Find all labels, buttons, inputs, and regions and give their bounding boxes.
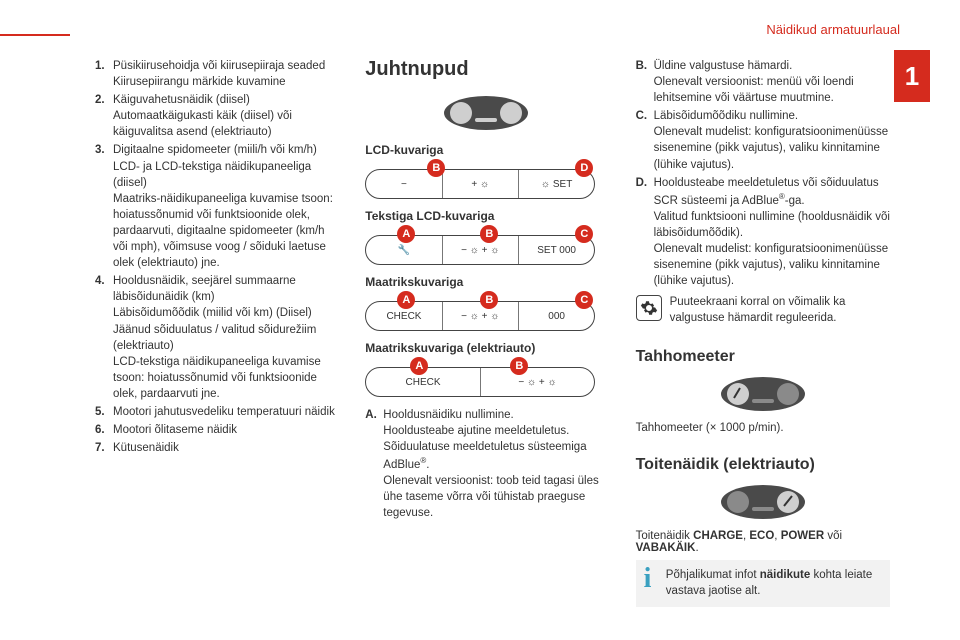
list-number: 4. [95,273,113,402]
letter-label: B. [636,58,654,106]
list-number: 2. [95,92,113,140]
panel-label: Tekstiga LCD-kuvariga [365,209,607,223]
list-text: Hooldusnäidik, seejärel summaarne läbisõ… [113,273,337,402]
control-segment: − ☼ + ☼ [443,236,519,264]
header-chapter-title: Näidikud armatuurlaual [766,22,900,37]
control-bar: −+ ☼☼ SET [365,169,595,199]
control-panel: CHECK− ☼ + ☼000ABC [365,301,607,331]
controls-title: Juhtnupud [365,58,607,81]
gear-icon [636,295,662,321]
list-text: Kütusenäidik [113,440,337,456]
list-number: 7. [95,440,113,456]
dashboard-icon [365,93,607,133]
control-panel: 🔧− ☼ + ☼SET 000ABC [365,235,607,265]
column-3: B.Üldine valgustuse hämardi.Olenevalt ve… [636,58,890,607]
power-indicator-icon [636,482,890,522]
control-segment: + ☼ [443,170,519,198]
info-icon: i [644,568,658,590]
column-1: 1.Püsikiirusehoidja või kiirusepiiraja s… [95,58,337,607]
panel-label: Maatrikskuvariga (elektriauto) [365,341,607,355]
info-box: i Põhjalikumat infot näidikute kohta lei… [636,560,890,607]
letter-label: C. [636,108,654,172]
control-segment: − ☼ + ☼ [481,368,595,396]
list-number: 3. [95,142,113,271]
letter-text: Hooldusteabe meeldetuletus või sõiduulat… [654,175,890,289]
power-indicator-title: Toitenäidik (elektriauto) [636,456,890,474]
list-number: 6. [95,422,113,438]
tachometer-text: Tahhomeeter (× 1000 p/min). [636,422,890,434]
control-panel: −+ ☼☼ SETBD [365,169,607,199]
control-bar: CHECK− ☼ + ☼ [365,367,595,397]
control-segment: − ☼ + ☼ [443,302,519,330]
control-panels: LCD-kuvariga −+ ☼☼ SETBD Tekstiga LCD-kuva… [365,143,607,397]
letter-list-a: A. Hooldusnäidiku nullimine.Hooldusteabe… [365,407,607,521]
tachometer-title: Tahhomeeter [636,348,890,366]
panel-label: LCD-kuvariga [365,143,607,157]
list-number: 1. [95,58,113,90]
list-number: 5. [95,404,113,420]
numbered-list: 1.Püsikiirusehoidja või kiirusepiiraja s… [95,58,337,456]
page-tab: 1 [894,50,930,102]
gear-note-text: Puuteekraani korral on võimalik ka valgu… [670,295,890,326]
header-accent-bar [0,34,70,36]
list-text: Mootori õlitaseme näidik [113,422,337,438]
list-text: Käiguvahetusnäidik (diisel)Automaatkäigu… [113,92,337,140]
letter-list-bcd: B.Üldine valgustuse hämardi.Olenevalt ve… [636,58,890,289]
info-text: Põhjalikumat infot näidikute kohta leiat… [666,568,882,599]
list-text: Mootori jahutusvedeliku temperatuuri näi… [113,404,337,420]
panel-label: Maatrikskuvariga [365,275,607,289]
control-panel: CHECK− ☼ + ☼AB [365,367,607,397]
list-text: Digitaalne spidomeeter (miili/h või km/h… [113,142,337,271]
column-2: Juhtnupud LCD-kuvariga −+ ☼☼ SETBD Tekstig… [365,58,607,607]
letter-label: D. [636,175,654,289]
power-indicator-text: Toitenäidik CHARGE, ECO, POWER või VABAK… [636,530,890,554]
list-text: Püsikiirusehoidja või kiirusepiiraja sea… [113,58,337,90]
tachometer-icon [636,374,890,414]
letter-a: A. [365,407,383,521]
letter-text: Läbisõidumõõdiku nullimine.Olenevalt mud… [654,108,890,172]
gear-note-row: Puuteekraani korral on võimalik ka valgu… [636,295,890,326]
letter-a-text: Hooldusnäidiku nullimine.Hooldusteabe aj… [383,407,607,521]
letter-text: Üldine valgustuse hämardi.Olenevalt vers… [654,58,890,106]
